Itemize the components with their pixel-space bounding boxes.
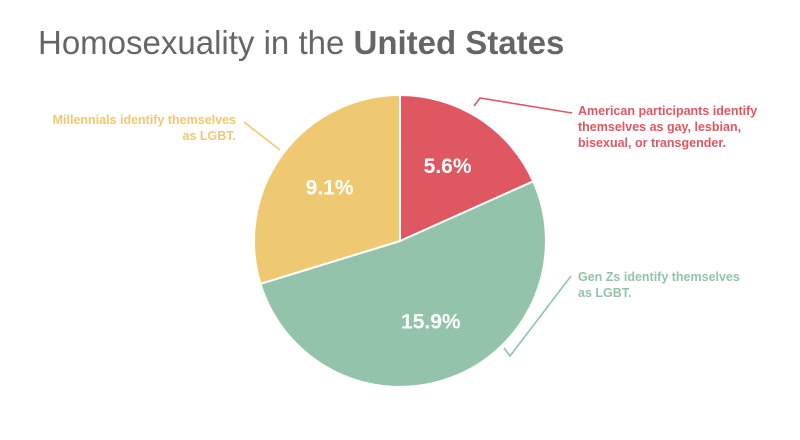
pie-slice-label-american: 5.6% [424,155,472,178]
callout-american-line-2: themselves as gay, lesbian, [578,120,742,134]
callout-american-line-1: American participants identify [578,104,758,118]
pie-slice-millennials [253,93,401,286]
callout-millennials-line-1: Millennials identify themselves [52,113,236,127]
leader-line-millennials [243,121,281,151]
pie-slice-american [399,93,535,243]
chart-title-emphasis: United States [353,24,565,61]
chart-title: Homosexuality in the United States [38,24,564,62]
callout-american: American participants identify themselve… [578,103,757,151]
leader-line-genz [503,275,572,358]
callout-american-line-3: bisexual, or transgender. [578,136,726,150]
pie-slice-labels: 5.6% 15.9% 9.1% [306,155,472,334]
chart-title-prefix: Homosexuality in the [38,24,354,61]
pie-slice-label-millennials: 9.1% [306,176,354,199]
pie-slices [253,93,547,388]
callout-genz: Gen Zs identify themselves as LGBT. [578,269,740,301]
pie-slice-label-genz: 15.9% [401,311,461,334]
callout-millennials: Millennials identify themselves as LGBT. [53,112,236,144]
leader-line-american [473,97,573,114]
callout-genz-line-1: Gen Zs identify themselves [578,270,740,284]
callout-genz-line-2: as LGBT. [578,286,632,300]
callout-millennials-line-2: as LGBT. [182,129,237,143]
callout-leader-lines [243,97,573,358]
pie-slice-genz [259,180,547,388]
